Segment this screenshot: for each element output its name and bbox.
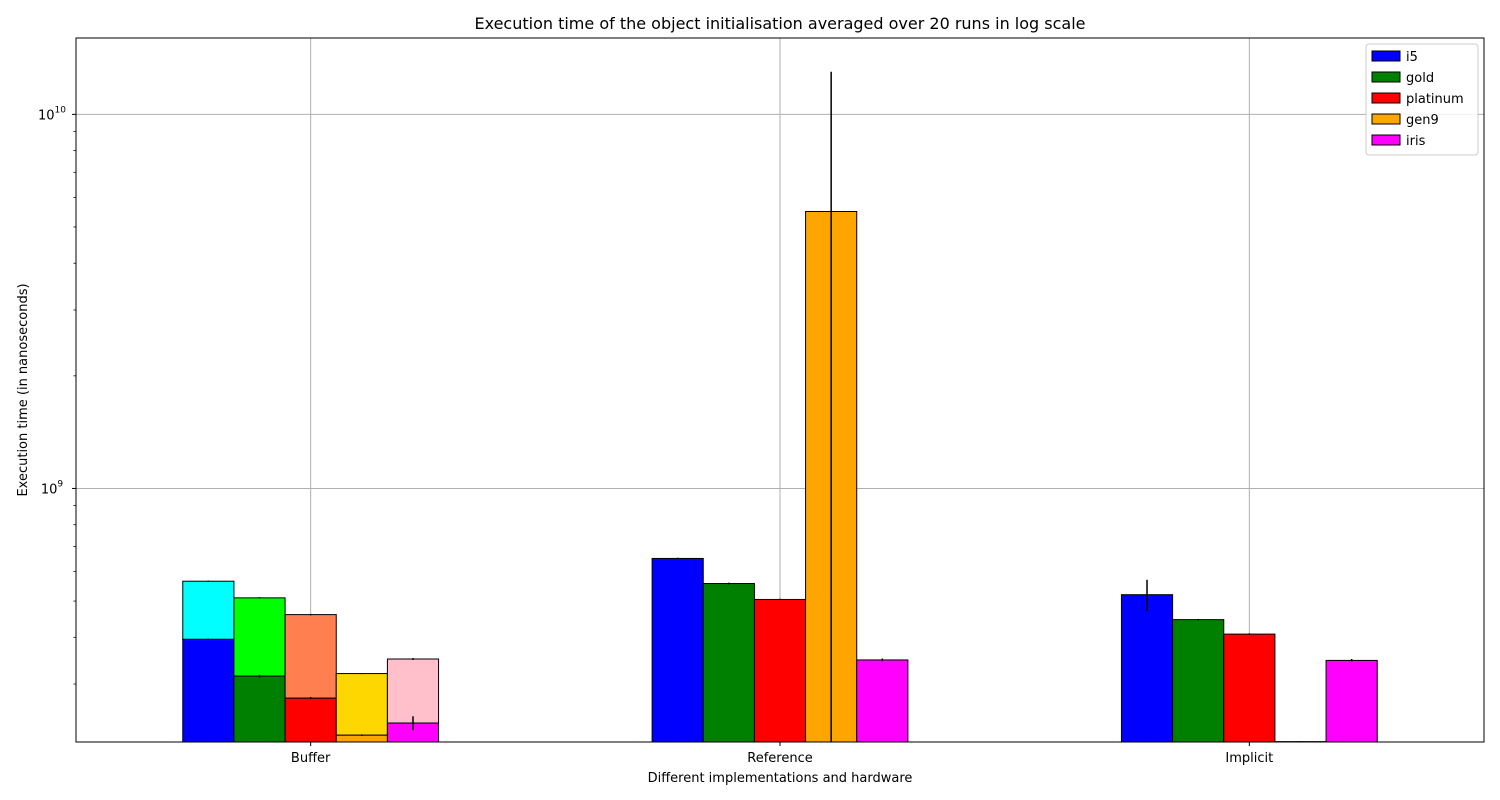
bar-i5-buffer (182, 638, 235, 743)
x-tick-label-buffer: Buffer (291, 751, 331, 766)
bar-gold-buffer (233, 675, 286, 743)
legend: i5 gold platinum gen9 iris (1365, 43, 1479, 156)
bar-gold-reference (702, 583, 755, 743)
y-axis-label: Execution time (in nanoseconds) (16, 283, 31, 496)
legend-swatch-gen9 (1371, 113, 1401, 125)
error-bars-layer (207, 71, 1353, 742)
ticks-layer: Buffer Reference Implicit 109 1010 (38, 105, 1273, 766)
legend-label-i5: i5 (1406, 50, 1418, 65)
legend-label-platinum: platinum (1406, 92, 1464, 107)
bar-platinum-reference (753, 598, 807, 743)
bar-i5-reference (651, 557, 704, 743)
x-tick-label-reference: Reference (747, 751, 812, 766)
bar-i5-implicit (1120, 594, 1174, 743)
legend-label-iris: iris (1406, 134, 1426, 149)
legend-swatch-i5 (1371, 50, 1401, 62)
legend-swatch-gold (1371, 71, 1401, 83)
legend-label-gold: gold (1406, 71, 1434, 86)
bar-segment-gen9-buffer (335, 673, 388, 736)
bar-platinum-buffer (284, 697, 337, 743)
chart-title: Execution time of the object initialisat… (474, 14, 1085, 33)
bar-segment-iris-buffer (386, 658, 440, 724)
legend-label-gen9: gen9 (1406, 113, 1439, 128)
bar-iris-reference (856, 659, 909, 743)
bar-gen9-buffer (335, 734, 388, 743)
bar-segment-platinum-buffer (284, 614, 337, 699)
bar-platinum-implicit (1223, 633, 1276, 743)
bar-iris-implicit (1325, 659, 1378, 743)
x-axis-label: Different implementations and hardware (648, 771, 913, 786)
legend-swatch-iris (1371, 134, 1401, 146)
y-tick-label: 109 (41, 479, 64, 497)
legend-swatch-platinum (1371, 92, 1401, 104)
bar-segment-gold-buffer (233, 597, 286, 677)
bar-gold-implicit (1172, 619, 1225, 743)
y-tick-label: 1010 (38, 105, 66, 123)
bar-segment-i5-buffer (182, 580, 235, 640)
x-tick-label-implicit: Implicit (1225, 751, 1273, 766)
